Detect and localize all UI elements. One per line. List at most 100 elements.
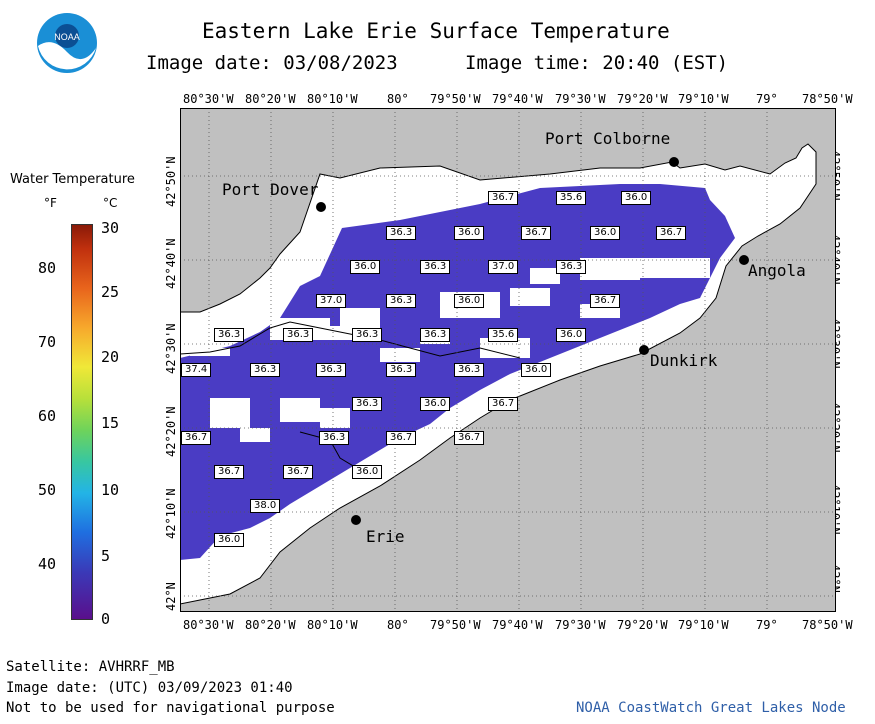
c-tick: 0 xyxy=(101,610,111,628)
f-tick: 50 xyxy=(38,481,57,499)
temperature-label: 36.0 xyxy=(454,294,485,308)
temperature-label: 36.7 xyxy=(488,397,519,411)
lat-tick-left: 42°30'N xyxy=(164,323,178,374)
city-dot-angola xyxy=(739,255,749,265)
temperature-label: 38.0 xyxy=(250,499,281,513)
temperature-label: 36.3 xyxy=(319,431,350,445)
temperature-label: 36.3 xyxy=(386,226,417,240)
c-tick: 15 xyxy=(101,414,120,432)
label-angola: Angola xyxy=(748,261,806,280)
legend-title: Water Temperature xyxy=(10,172,135,187)
lon-tick-bottom: 80°30'W xyxy=(183,618,234,632)
lat-tick-left: 42°50'N xyxy=(164,156,178,207)
temperature-label: 35.6 xyxy=(556,191,587,205)
temperature-label: 36.7 xyxy=(656,226,687,240)
map-title: Eastern Lake Erie Surface Temperature xyxy=(202,19,670,43)
c-tick: 5 xyxy=(101,547,111,565)
lon-tick-bottom: 79°20'W xyxy=(617,618,668,632)
temperature-label: 36.7 xyxy=(214,465,245,479)
lon-tick-bottom: 79°50'W xyxy=(430,618,481,632)
temperature-label: 36.3 xyxy=(214,328,245,342)
temperature-label: 36.3 xyxy=(420,328,451,342)
city-dot-port-colborne xyxy=(669,157,679,167)
lat-tick-left: 42°40'N xyxy=(164,238,178,289)
temperature-label: 36.7 xyxy=(454,431,485,445)
lon-tick-top: 79°40'W xyxy=(492,92,543,106)
f-tick: 60 xyxy=(38,407,57,425)
temperature-label: 36.0 xyxy=(521,363,552,377)
lon-tick-top: 79°30'W xyxy=(555,92,606,106)
footer-satellite: Satellite: AVHRRF_MB xyxy=(6,659,175,675)
city-dot-erie xyxy=(351,515,361,525)
temperature-label: 36.7 xyxy=(386,431,417,445)
temperature-label: 36.3 xyxy=(420,260,451,274)
temperature-label: 36.0 xyxy=(556,328,587,342)
c-tick: 10 xyxy=(101,481,120,499)
lon-tick-bottom: 79°10'W xyxy=(678,618,729,632)
lat-tick-left: 42°20'N xyxy=(164,406,178,457)
logo-text: NOAA xyxy=(54,32,80,42)
footer-credit: NOAA CoastWatch Great Lakes Node xyxy=(576,700,846,716)
temperature-label: 36.0 xyxy=(214,533,245,547)
temperature-label: 36.0 xyxy=(350,260,381,274)
lon-tick-top: 80°10'W xyxy=(307,92,358,106)
temperature-label: 36.0 xyxy=(454,226,485,240)
temperature-label: 36.3 xyxy=(316,363,347,377)
lon-tick-bottom: 80°20'W xyxy=(245,618,296,632)
temperature-label: 36.0 xyxy=(621,191,652,205)
temperature-label: 36.3 xyxy=(352,397,383,411)
lon-tick-bottom: 79°30'W xyxy=(555,618,606,632)
temperature-label: 36.0 xyxy=(590,226,621,240)
temperature-label: 36.0 xyxy=(352,465,383,479)
lon-tick-top: 80°20'W xyxy=(245,92,296,106)
lon-tick-top: 79°20'W xyxy=(617,92,668,106)
temperature-label: 35.6 xyxy=(488,328,519,342)
label-erie: Erie xyxy=(366,527,405,546)
temperature-label: 36.3 xyxy=(386,294,417,308)
lon-tick-top: 79° xyxy=(756,92,778,106)
border-line xyxy=(180,321,521,359)
f-tick: 40 xyxy=(38,555,57,573)
lon-tick-top: 78°50'W xyxy=(802,92,853,106)
lat-tick-left: 42°10'N xyxy=(164,488,178,539)
lon-tick-top: 80° xyxy=(387,92,409,106)
temperature-label: 36.3 xyxy=(250,363,281,377)
temperature-label: 36.7 xyxy=(590,294,621,308)
label-dunkirk: Dunkirk xyxy=(650,351,718,370)
lon-tick-top: 79°50'W xyxy=(430,92,481,106)
footer-utc-date: Image date: (UTC) 03/09/2023 01:40 xyxy=(6,680,293,696)
temperature-label: 36.0 xyxy=(420,397,451,411)
f-tick: 80 xyxy=(38,259,57,277)
temperature-label: 36.3 xyxy=(352,328,383,342)
image-date: Image date: 03/08/2023 xyxy=(146,52,398,74)
c-tick: 25 xyxy=(101,283,120,301)
f-tick: 70 xyxy=(38,333,57,351)
lon-tick-top: 79°10'W xyxy=(678,92,729,106)
c-tick: 30 xyxy=(101,219,120,237)
temperature-label: 36.7 xyxy=(181,431,212,445)
temperature-label: 37.4 xyxy=(181,363,212,377)
lon-tick-bottom: 79°40'W xyxy=(492,618,543,632)
temperature-label: 36.3 xyxy=(454,363,485,377)
noaa-logo: NOAA xyxy=(36,12,98,74)
image-time: Image time: 20:40 (EST) xyxy=(465,52,729,74)
temperature-label: 36.7 xyxy=(521,226,552,240)
lon-tick-bottom: 80°10'W xyxy=(307,618,358,632)
legend-unit-f: °F xyxy=(44,196,57,210)
lon-tick-bottom: 79° xyxy=(756,618,778,632)
lon-tick-top: 80°30'W xyxy=(183,92,234,106)
city-dot-dunkirk xyxy=(639,345,649,355)
lat-tick-left: 42°N xyxy=(164,582,178,611)
label-port-colborne: Port Colborne xyxy=(545,129,671,148)
graticule xyxy=(180,108,836,612)
temperature-label: 36.3 xyxy=(556,260,587,274)
temperature-label: 36.7 xyxy=(488,191,519,205)
temperature-label: 36.7 xyxy=(283,465,314,479)
temperature-label: 37.0 xyxy=(316,294,347,308)
c-tick: 20 xyxy=(101,348,120,366)
lon-tick-bottom: 80° xyxy=(387,618,409,632)
map-frame xyxy=(180,108,836,612)
temperature-label: 37.0 xyxy=(488,260,519,274)
label-port-dover: Port Dover xyxy=(222,180,319,199)
legend-unit-c: °C xyxy=(103,196,118,210)
